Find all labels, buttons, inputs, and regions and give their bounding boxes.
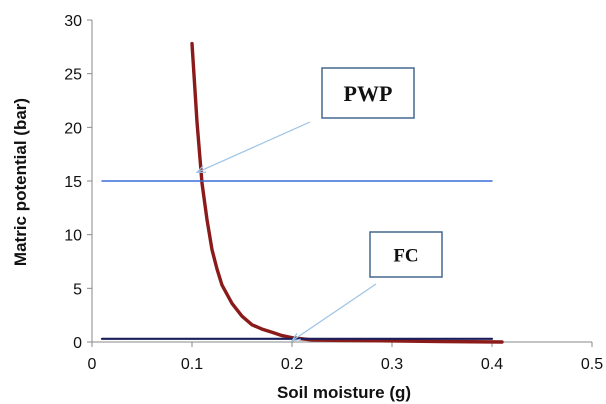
x-tick-label: 0.1 [181, 356, 203, 373]
retention-curve-line [190, 41, 504, 344]
x-tick-label: 0.4 [481, 356, 503, 373]
x-axis-title: Soil moisture (g) [277, 383, 411, 402]
ticks: 0 5 10 15 20 25 30 0 0.1 0.2 0.3 0.4 0.5 [64, 13, 603, 373]
y-tick-label: 0 [73, 335, 82, 352]
series-layer [100, 41, 504, 344]
y-tick-label: 10 [64, 228, 82, 245]
x-tick-label: 0.5 [581, 356, 603, 373]
callout-pwp: PWP [195, 67, 415, 174]
y-tick-label: 30 [64, 13, 82, 30]
callout-label: PWP [344, 81, 393, 106]
callouts: PWP FC [195, 67, 443, 342]
callout-arrow [291, 283, 377, 342]
callout-label: FC [393, 245, 418, 266]
y-tick-label: 15 [64, 174, 82, 191]
x-tick-label: 0.2 [281, 356, 303, 373]
callout-arrow [196, 121, 311, 173]
callout-fc: FC [290, 231, 443, 342]
callout-box [321, 67, 415, 119]
x-tick-label: 0.3 [381, 356, 403, 373]
callout-box [369, 231, 443, 278]
callout-arrowhead [290, 333, 301, 342]
y-tick-label: 20 [64, 120, 82, 137]
y-tick-label: 5 [73, 281, 82, 298]
y-tick-label: 25 [64, 67, 82, 84]
callout-arrowhead [195, 165, 207, 174]
x-tick-label: 0 [88, 356, 97, 373]
y-axis-title: Matric potential (bar) [11, 98, 30, 266]
